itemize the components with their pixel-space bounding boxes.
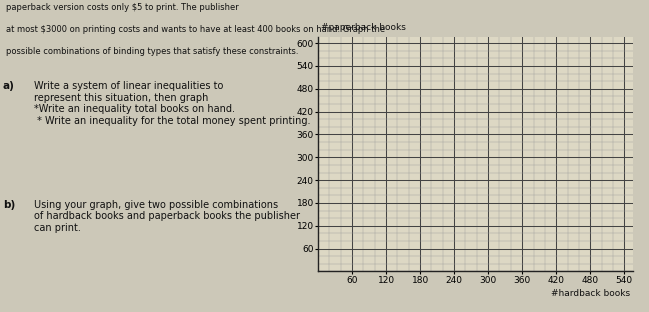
- Text: b): b): [3, 200, 15, 210]
- Text: a): a): [3, 81, 15, 91]
- Text: Using your graph, give two possible combinations
of hardback books and paperback: Using your graph, give two possible comb…: [34, 200, 300, 233]
- Text: paperback version costs only $5 to print. The publisher: paperback version costs only $5 to print…: [6, 3, 238, 12]
- Text: possible combinations of binding types that satisfy these constraints.: possible combinations of binding types t…: [6, 47, 298, 56]
- Text: #hardback books: #hardback books: [551, 289, 630, 298]
- Text: #paperback books: #paperback books: [321, 23, 406, 32]
- Text: at most $3000 on printing costs and wants to have at least 400 books on hand. Gr: at most $3000 on printing costs and want…: [6, 25, 385, 34]
- Text: Write a system of linear inequalities to
represent this situation, then graph
*W: Write a system of linear inequalities to…: [34, 81, 310, 126]
